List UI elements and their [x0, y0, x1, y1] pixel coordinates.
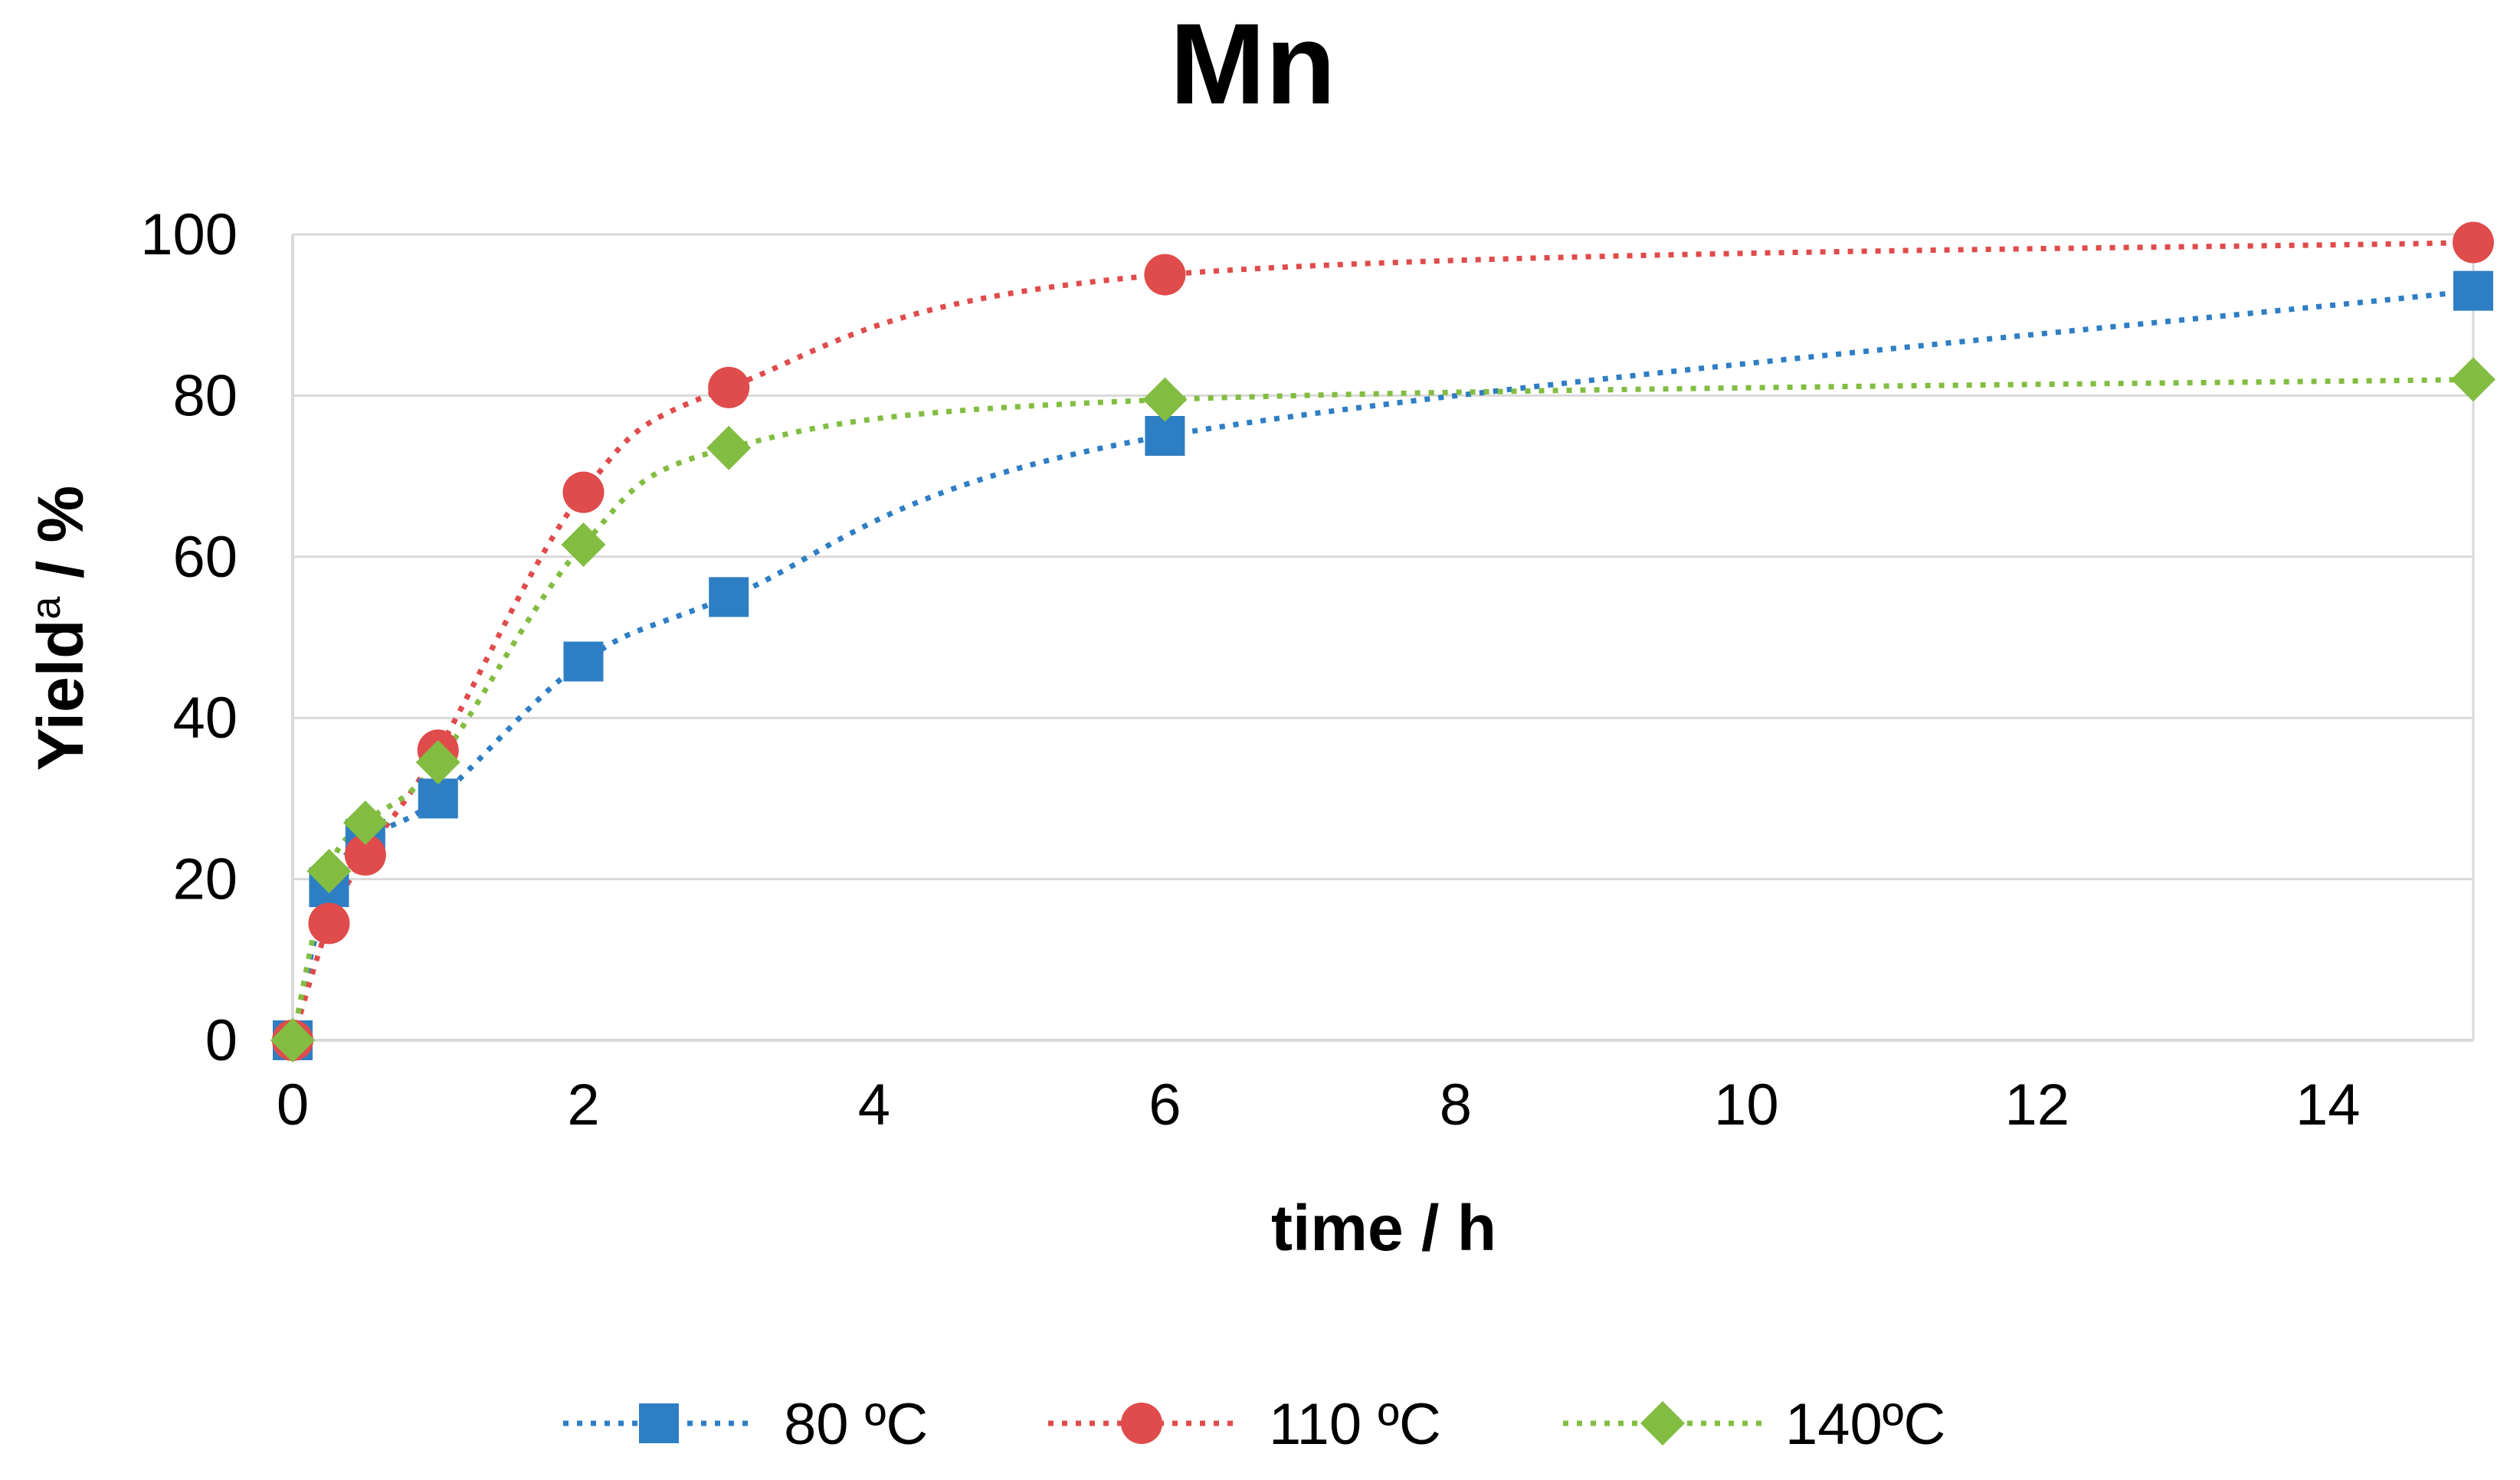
legend: 80 ºC 110 ºC 140ºC — [563, 1392, 1945, 1457]
x-axis-title: time / h — [1271, 1192, 1496, 1264]
legend-marker-square — [639, 1403, 679, 1443]
legend-marker-circle — [1121, 1403, 1162, 1444]
x-tick-label: 6 — [1149, 1072, 1181, 1138]
data-point-diamond — [342, 800, 388, 845]
data-point-square — [2453, 270, 2493, 311]
y-tick-label: 0 — [205, 1008, 238, 1073]
data-point-diamond — [706, 425, 752, 470]
chart-title: Mn — [1170, 0, 1336, 128]
data-point-square — [1145, 416, 1185, 456]
x-tick-label: 4 — [858, 1072, 890, 1138]
y-axis-title: Yielda / % — [23, 486, 97, 771]
data-point-diamond — [2451, 357, 2495, 402]
x-tick-label: 14 — [2296, 1072, 2361, 1138]
x-tick-label: 2 — [567, 1072, 599, 1138]
data-point-diamond — [415, 740, 460, 785]
y-axis-title-superscript: a — [23, 596, 69, 620]
data-point-circle — [2453, 221, 2494, 264]
data-point-square — [563, 641, 604, 682]
x-tick-labels: 0 2 4 6 8 10 12 14 — [277, 1072, 2361, 1138]
data-point-circle — [344, 834, 386, 876]
axes — [291, 234, 2473, 1042]
y-tick-label: 20 — [172, 847, 238, 912]
legend-label: 140ºC — [1785, 1392, 1945, 1457]
data-point-diamond — [561, 522, 606, 568]
y-tick-label: 40 — [172, 686, 238, 751]
series-line-1 — [290, 240, 2474, 1042]
y-tick-label: 60 — [172, 525, 238, 590]
y-tick-label: 80 — [172, 363, 238, 428]
data-point-square — [418, 778, 458, 819]
y-axis-title-rest: / % — [25, 486, 97, 597]
series-lines — [290, 240, 2474, 1042]
data-point-circle — [562, 471, 605, 513]
x-tick-label: 12 — [2005, 1072, 2070, 1138]
data-point-square — [709, 577, 749, 617]
y-axis-title-main: Yield — [25, 620, 97, 771]
x-tick-label: 8 — [1440, 1072, 1472, 1138]
series-markers — [270, 221, 2495, 1063]
x-tick-label: 10 — [1714, 1072, 1779, 1138]
data-point-circle — [308, 902, 350, 945]
legend-label: 80 ºC — [784, 1392, 928, 1457]
legend-label: 110 ºC — [1269, 1392, 1441, 1457]
data-point-diamond — [1142, 377, 1188, 422]
data-point-diamond — [306, 849, 352, 894]
x-tick-label: 0 — [277, 1072, 309, 1138]
data-point-circle — [1144, 254, 1186, 296]
y-tick-labels: 0 20 40 60 80 100 — [140, 202, 238, 1073]
y-tick-label: 100 — [140, 202, 238, 267]
legend-marker-diamond — [1640, 1401, 1685, 1446]
data-point-diamond — [270, 1018, 315, 1063]
data-point-circle — [708, 366, 750, 408]
